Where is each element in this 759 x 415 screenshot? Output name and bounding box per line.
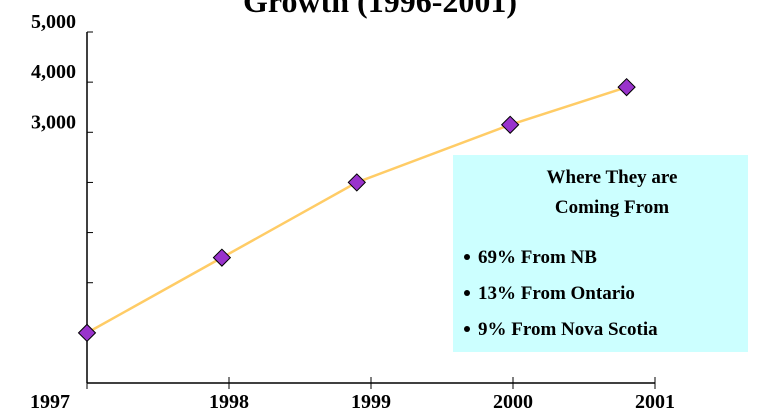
marker — [617, 77, 636, 97]
annotation-title: Coming From — [555, 197, 669, 218]
marker — [500, 115, 520, 134]
x-tick-label: 1999 — [351, 391, 391, 413]
marker — [77, 323, 97, 343]
annotation-box — [453, 155, 748, 352]
y-tick-label: 5,000 — [31, 11, 76, 33]
x-tick-label: 2000 — [493, 391, 533, 413]
bullet — [464, 290, 470, 296]
x-tick-label: 1997 — [30, 391, 70, 413]
x-tick-label: 1998 — [209, 391, 249, 413]
y-tick-label: 4,000 — [31, 61, 76, 83]
bullet — [464, 326, 470, 332]
annotation-title: Where They are — [547, 167, 678, 188]
bullet — [464, 254, 470, 260]
marker — [212, 248, 232, 267]
marker — [347, 173, 366, 192]
chart-title: Growth (1996-2001) — [243, 0, 517, 19]
annotation-item: 13% From Ontario — [478, 283, 635, 304]
annotation-item: 9% From Nova Scotia — [478, 319, 658, 340]
annotation-item: 69% From NB — [478, 247, 597, 268]
y-tick-label: 3,000 — [31, 111, 76, 133]
x-tick-label: 2001 — [635, 391, 675, 413]
